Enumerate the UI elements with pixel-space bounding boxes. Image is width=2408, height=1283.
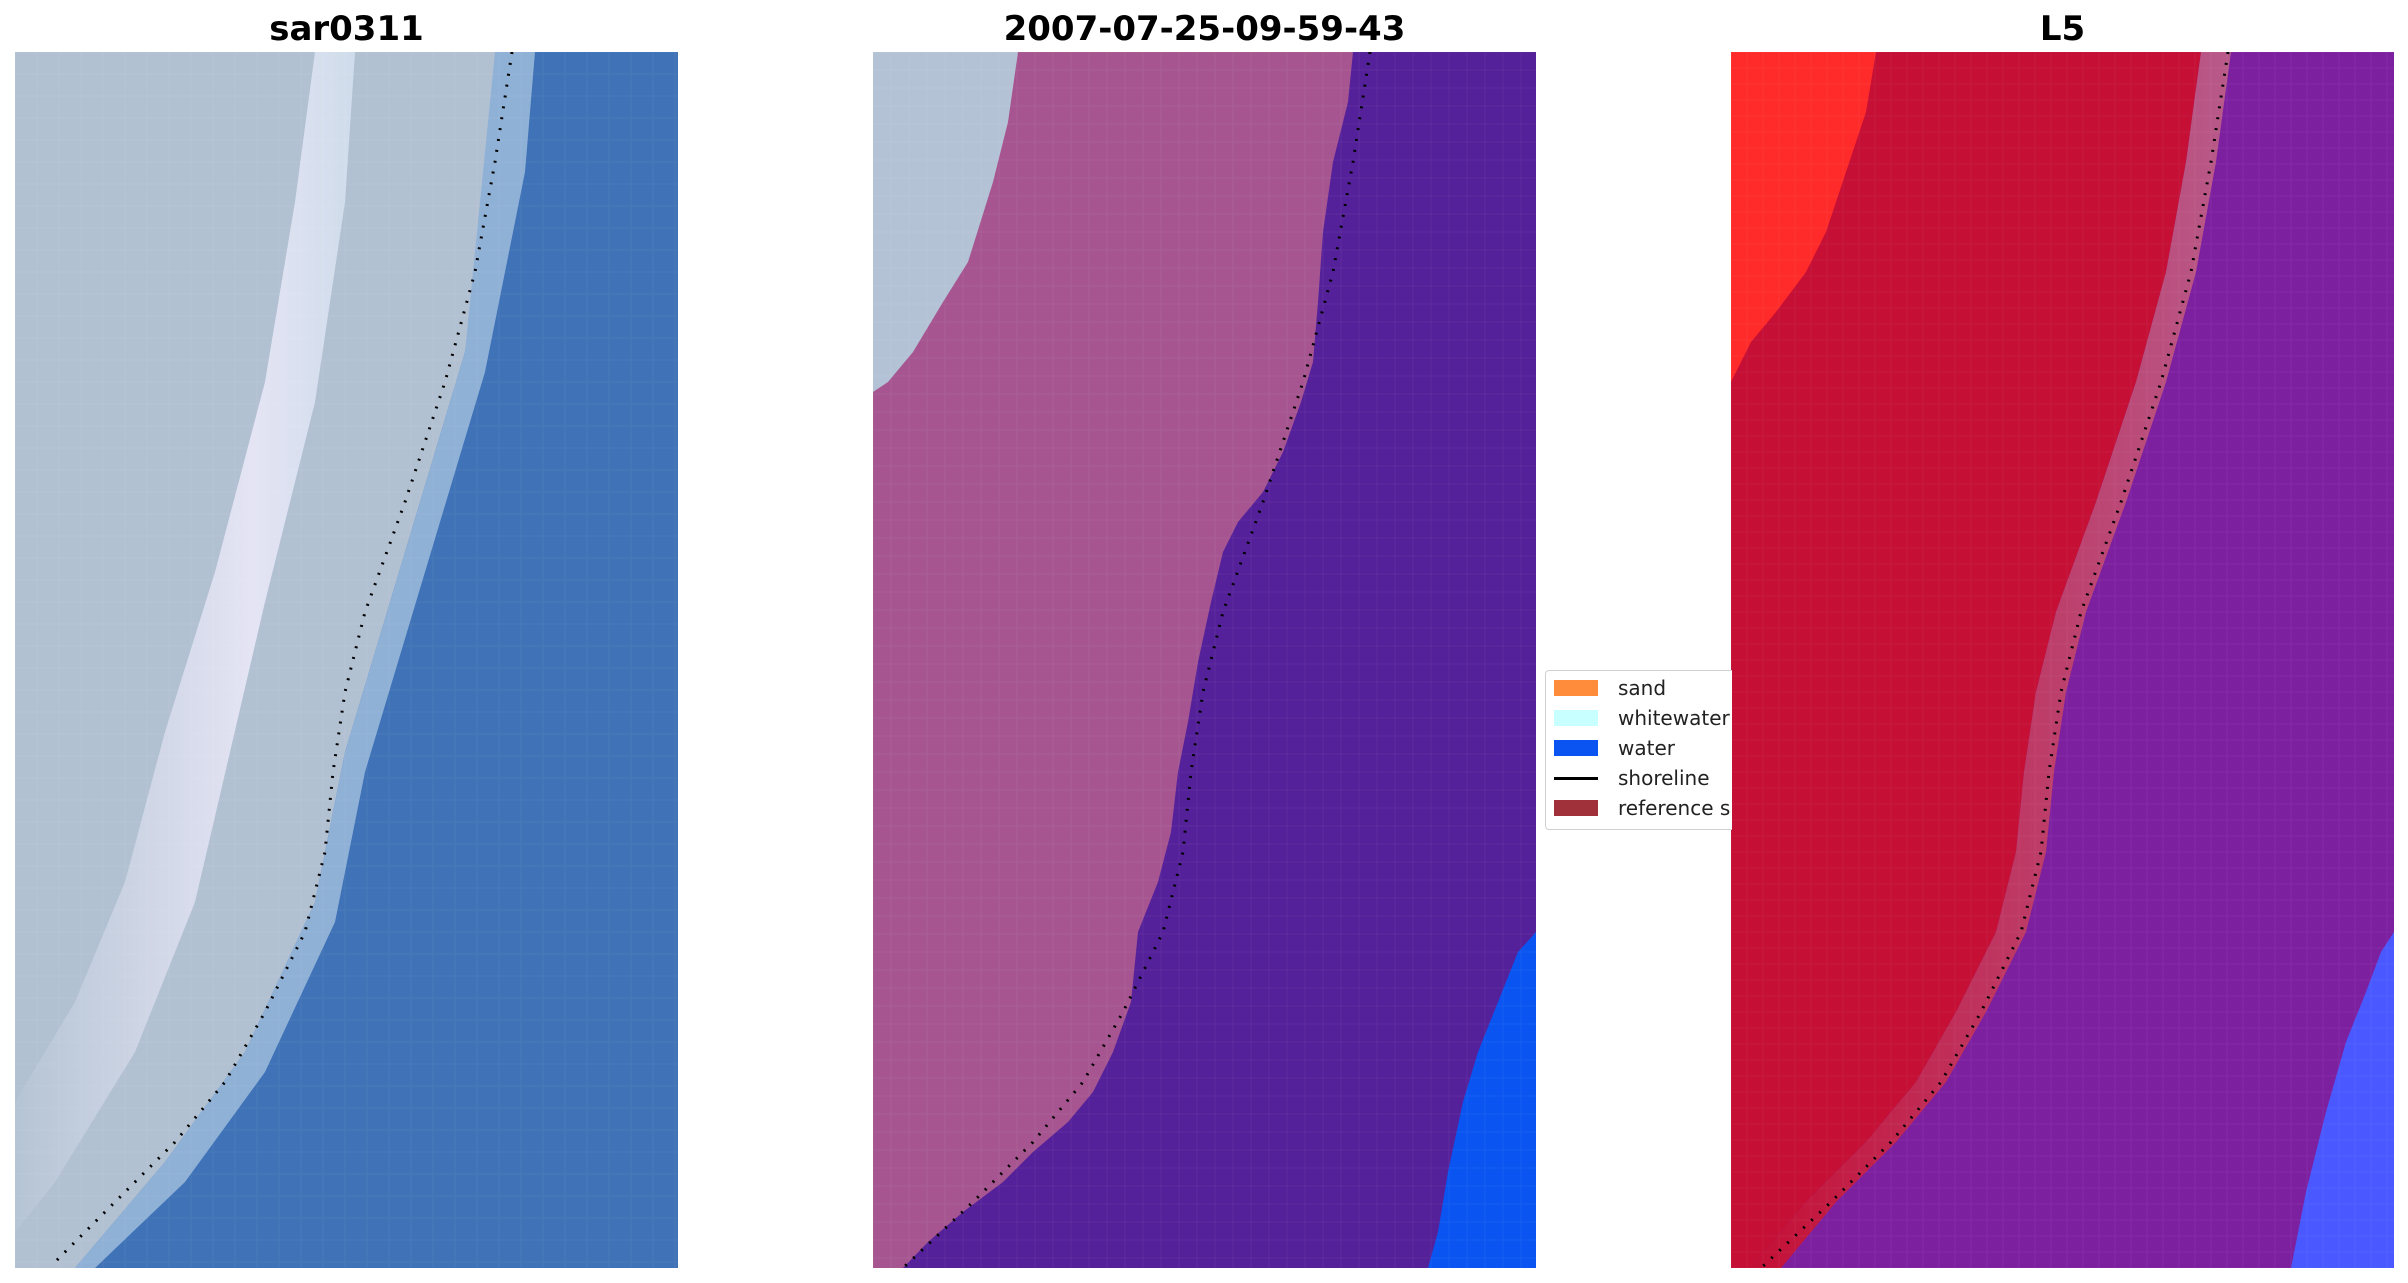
classified-image-panel (873, 52, 1536, 1268)
rgb-image-panel (15, 52, 678, 1268)
legend-label: shoreline (1618, 766, 1710, 790)
legend-item-whitewater: whitewater (1554, 703, 1730, 733)
reference-swatch (1554, 800, 1598, 816)
sand-swatch (1554, 680, 1598, 696)
legend-item-reference: reference s (1554, 793, 1730, 823)
classified-image (873, 52, 1536, 1268)
legend-item-sand: sand (1554, 673, 1666, 703)
legend: sand whitewater water shoreline referenc… (1545, 670, 1732, 830)
panel-title-classified: 2007-07-25-09-59-43 (1003, 9, 1406, 49)
legend-item-water: water (1554, 733, 1675, 763)
water-swatch (1554, 740, 1598, 756)
legend-label: sand (1618, 676, 1667, 700)
whitewater-swatch (1554, 710, 1598, 726)
panel-title-mndwi: L5 (2039, 9, 2086, 49)
legend-label: water (1618, 736, 1675, 760)
legend-label: reference s (1618, 796, 1731, 820)
l5-image-panel (1731, 52, 2394, 1268)
panel-title-rgb: sar0311 (269, 9, 424, 49)
rgb-image (15, 52, 678, 1268)
l5-image (1731, 52, 2394, 1268)
legend-item-shoreline: shoreline (1554, 763, 1710, 793)
shoreline-line-swatch (1554, 776, 1598, 780)
legend-label: whitewater (1618, 706, 1730, 730)
